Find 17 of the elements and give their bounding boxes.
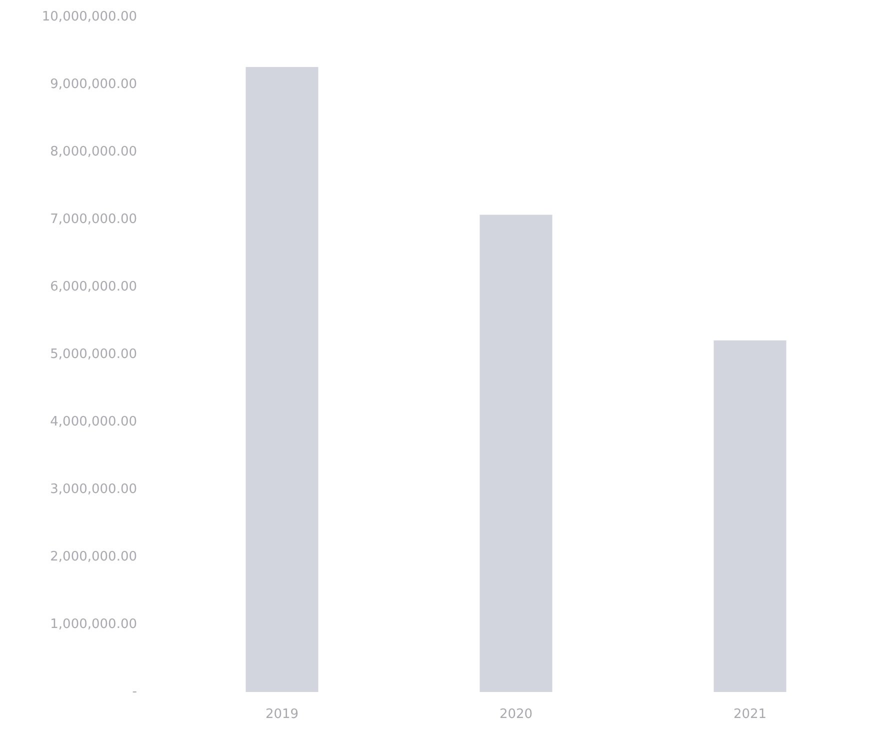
y-tick-label: 5,000,000.00: [50, 347, 137, 362]
x-tick-label: 2021: [733, 707, 767, 722]
y-tick-label: -: [132, 684, 138, 700]
y-tick-label: 4,000,000.00: [50, 414, 137, 430]
y-tick-label: 8,000,000.00: [50, 144, 137, 160]
bar: [246, 66, 318, 692]
y-tick-label: 10,000,000.00: [42, 10, 137, 24]
y-tick-label: 7,000,000.00: [50, 212, 137, 227]
y-tick-label: 2,000,000.00: [50, 550, 137, 564]
x-tick-label: 2020: [499, 707, 533, 722]
y-tick-label: 1,000,000.00: [50, 617, 137, 632]
y-tick-label: 9,000,000.00: [50, 77, 137, 92]
bar: [714, 340, 786, 692]
x-tick-label: 2019: [265, 707, 299, 722]
y-tick-label: 3,000,000.00: [50, 482, 137, 497]
bar: [480, 214, 552, 692]
y-tick-label: 6,000,000.00: [50, 280, 137, 294]
